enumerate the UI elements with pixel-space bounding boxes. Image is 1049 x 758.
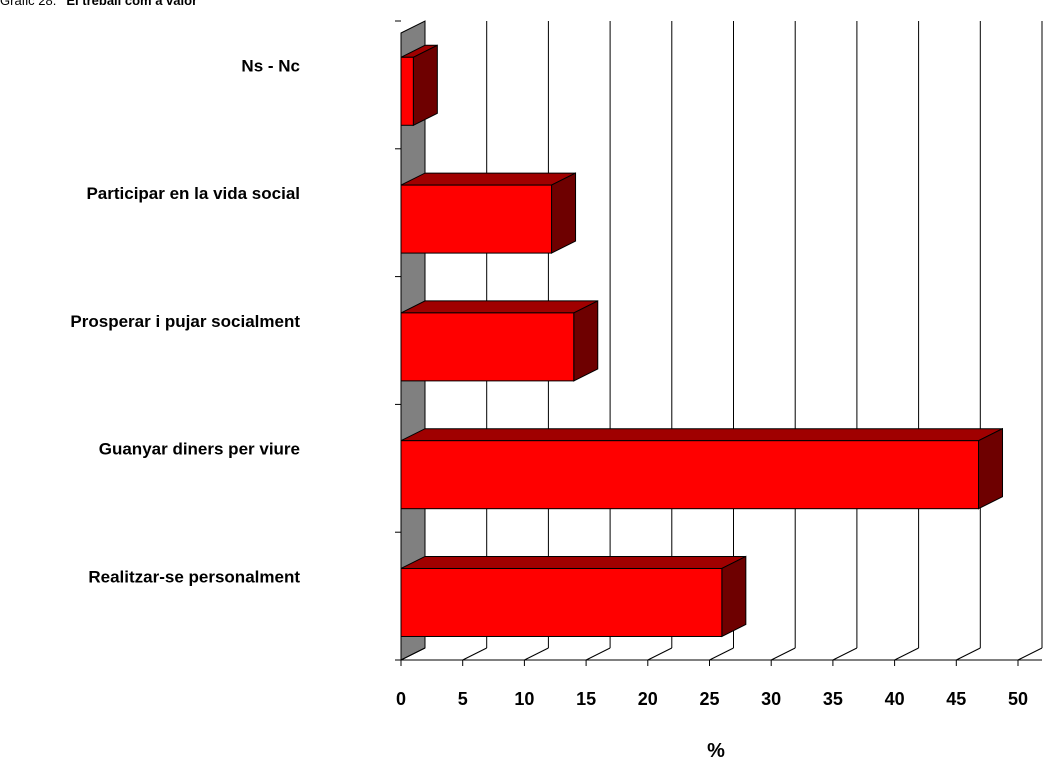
bar-top-face [400,555,747,569]
x-tick-label: 35 [823,689,843,709]
x-tick-labels: 0 5 10 15 20 25 30 35 40 45 50 [396,689,1028,709]
floor-gridline [647,647,673,661]
category-label: Guanyar diners per viure [99,440,300,459]
bar [400,44,438,127]
category-labels: Ns - Nc Participar en la vida social Prosp… [70,56,300,586]
bar-top-face [400,428,1003,442]
bar-front-face [400,312,575,382]
bar [400,300,599,382]
category-label: Participar en la vida social [86,184,300,203]
x-tick-label: 50 [1008,689,1028,709]
floor-gridline [770,647,796,661]
x-tick-label: 40 [885,689,905,709]
x-axis-title: % [707,740,725,758]
bar-top-face [400,172,576,186]
bar [400,172,577,254]
floor-gridline [1017,647,1043,661]
x-tick-label: 20 [638,689,658,709]
x-tick-label: 10 [514,689,534,709]
bar-side-face [721,555,747,638]
floor-gridline [956,647,981,661]
x-tick-label: 15 [576,689,596,709]
bar-front-face [400,440,980,510]
floor-gridline [524,647,549,661]
bar [400,427,1004,510]
bar-front-face [400,184,553,254]
bar-side-face [412,44,438,127]
category-label: Ns - Nc [241,56,300,75]
floor-gridline [709,647,734,661]
x-tick-label: 5 [458,689,468,709]
bar-front-face [400,56,414,126]
chart-title-main: El treball com a valor [66,0,197,8]
category-label: Prosperar i pujar socialment [70,312,300,331]
category-label: Realitzar-se personalment [88,567,300,586]
bar-side-face [978,427,1004,510]
bar-front-face [400,567,723,637]
chart-bars [400,44,1004,638]
floor-gridline [832,647,858,661]
floor-gridline [585,647,611,661]
chart-gridlines [400,21,1043,661]
floor-gridline [462,647,487,661]
x-tick-label: 0 [396,689,406,709]
floor-gridline [894,647,919,661]
floor-gridline [400,647,426,661]
x-tick-label: 45 [946,689,966,709]
chart-title-prefix: Gràfic 28. [0,0,56,8]
bar-side-face [573,300,599,382]
bar-top-face [400,300,598,314]
chart-title: Gràfic 28. El treball com a valor [0,0,197,9]
bar [400,555,747,638]
x-tick-label: 30 [761,689,781,709]
bar-side-face [551,172,577,254]
x-tick-label: 25 [699,689,719,709]
